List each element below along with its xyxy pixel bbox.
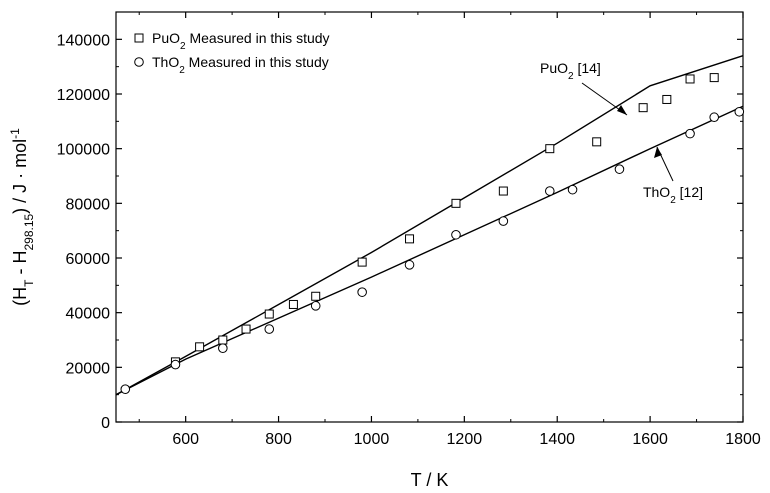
tho2-data-point [170,359,181,370]
tho2-data-point [544,186,555,196]
tho2-data-point [614,164,625,174]
tho2-arrowhead [654,147,662,158]
puo2-arrowhead [617,105,627,115]
tho2-data-point [120,384,131,395]
puo2-data-point [264,309,274,319]
x-tick-label: 600 [172,431,199,448]
tho2-data-point [357,287,367,297]
y-tick-label: 60000 [66,251,111,268]
puo2-data-point [288,299,298,309]
tho2-data-point [685,128,695,139]
legend-label: ThO2 Measured in this study [152,54,329,76]
tho2-data-point [264,324,275,334]
x-tick-label: 1000 [354,431,390,448]
tho2-data-point [218,343,228,354]
tho2-curve-label: ThO2 [12] [643,184,703,206]
puo2-data-point [195,342,205,352]
points-layer [120,73,745,395]
y-tick-label: 0 [101,415,110,432]
tho2-data-point [709,112,720,123]
curve-tho2 [115,105,744,396]
curve-puo2 [115,55,744,396]
curves-layer [115,55,744,396]
x-tick-label: 1600 [632,431,668,448]
legend-circle-marker [134,57,144,67]
tho2-data-point [498,216,509,226]
puo2-data-point [709,73,719,83]
tho2-data-point [567,184,578,195]
puo2-data-point [357,257,367,267]
puo2-data-point [685,74,695,84]
y-axis-title: (HT - H298.15) / J · mol-1 [8,128,36,306]
tho2-data-point [734,106,745,117]
axes-layer: 600 800 1000 1200 1400 1600 1800 0 20000 40000 600… [57,11,761,448]
x-axis-title: T / K [411,470,449,490]
tho2-data-point [310,301,321,311]
puo2-data-point [638,103,648,113]
plot-frame [115,11,744,423]
puo2-data-point [311,291,321,301]
annotations: PuO2 [14] ThO2 [12] [540,60,703,206]
puo2-data-point [498,186,508,196]
y-tick-label: 80000 [66,196,111,213]
puo2-data-point [545,144,555,154]
puo2-data-point [451,198,461,208]
y-tick-label: 120000 [57,87,110,104]
x-tick-label: 1400 [539,431,575,448]
y-tick-label: 140000 [57,32,110,49]
tho2-data-point [451,229,461,240]
puo2-data-point [592,137,602,147]
legend-square-marker [134,33,144,43]
tho2-data-point [404,260,415,270]
puo2-curve-label: PuO2 [14] [540,60,601,82]
x-tick-label: 1800 [725,431,761,448]
puo2-data-point [662,94,672,104]
puo2-data-point [218,335,228,345]
puo2-data-point [405,234,415,244]
y-tick-label: 40000 [66,306,111,323]
y-tick-label: 20000 [66,360,111,377]
puo2-data-point [241,324,251,334]
y-tick-label: 100000 [57,142,110,159]
legend-label: PuO2 Measured in this study [152,30,330,52]
x-tick-label: 1200 [447,431,483,448]
x-tick-label: 800 [265,431,292,448]
